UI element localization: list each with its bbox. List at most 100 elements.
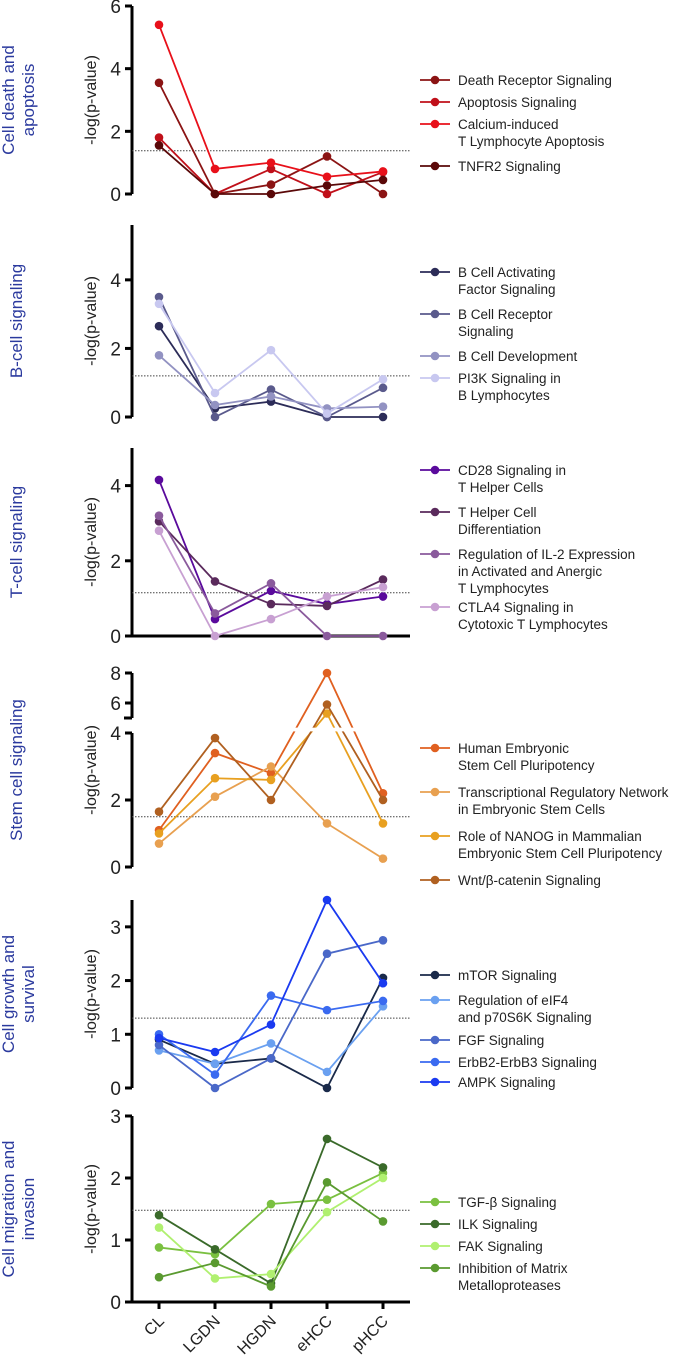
- legend-label-line: TNFR2 Signaling: [458, 159, 561, 174]
- legend-marker: [430, 161, 440, 171]
- legend-label: mTOR Signaling: [458, 968, 557, 983]
- legend-label-line: Regulation of IL-2 Expression: [458, 547, 635, 562]
- legend-label-line: Transcriptional Regulatory Network: [458, 785, 669, 800]
- legend-marker: [430, 351, 440, 361]
- legend-marker: [430, 267, 440, 277]
- data-point: [322, 668, 332, 678]
- axis-break-gap: [162, 727, 392, 732]
- panel-2: 0 2 4 -log(p-value) B-cell signaling B Cell A…: [7, 225, 578, 429]
- data-point: [378, 996, 388, 1006]
- data-point: [266, 614, 276, 624]
- legend-label: FAK Signaling: [458, 1239, 543, 1254]
- y-tick-label: 2: [110, 339, 121, 360]
- data-point: [322, 895, 332, 905]
- data-point: [322, 709, 332, 718]
- data-point: [266, 164, 276, 174]
- data-point: [322, 700, 332, 709]
- data-point: [322, 1207, 332, 1217]
- legend-label-line: CD28 Signaling in: [458, 463, 566, 478]
- panel-title-line: Cell death and: [0, 45, 18, 155]
- legend-marker: [430, 97, 440, 107]
- data-point: [378, 819, 388, 828]
- data-point: [210, 1274, 220, 1283]
- y-tick-label: 1: [110, 1231, 121, 1252]
- data-point: [154, 807, 164, 817]
- legend-label-line: FAK Signaling: [458, 1239, 543, 1254]
- data-point: [378, 374, 388, 384]
- series-line: [158, 671, 384, 831]
- legend-label: TNFR2 Signaling: [458, 159, 561, 174]
- y-tick-label: 3: [110, 918, 121, 939]
- panel-4: 0 2 4 6 8 -log(p-value) Stem cell signaling Hum…: [7, 664, 669, 888]
- data-point: [378, 631, 388, 641]
- legend-label-line: Wnt/β-catenin Signaling: [458, 873, 601, 888]
- series-line: [158, 1172, 384, 1256]
- series-line: [158, 1177, 384, 1280]
- legend-label: ILK Signaling: [458, 1217, 538, 1232]
- data-point: [210, 1070, 220, 1079]
- y-tick-label: 4: [110, 477, 121, 498]
- data-point: [210, 164, 220, 174]
- y-tick-label: 3: [110, 1107, 121, 1128]
- y-tick-label: 1: [110, 1025, 121, 1046]
- data-point: [154, 292, 164, 302]
- panel-title: B-cell signaling: [7, 264, 26, 378]
- legend-marker: [430, 875, 440, 885]
- legend-label-line: Signaling: [458, 324, 514, 339]
- data-point: [378, 795, 388, 805]
- data-point: [154, 1272, 164, 1282]
- data-point: [154, 20, 164, 30]
- panel-title-line: B-cell signaling: [7, 264, 26, 378]
- legend-label: B Cell Development: [458, 349, 578, 364]
- legend-marker: [430, 831, 440, 841]
- y-tick-label: 0: [110, 185, 121, 206]
- y-tick-label: 6: [110, 694, 121, 715]
- data-point: [322, 1005, 332, 1015]
- legend-label-line: Cytotoxic T Lymphocytes: [458, 617, 608, 632]
- data-point: [210, 1047, 220, 1057]
- data-point: [154, 526, 164, 536]
- legend-marker: [430, 1197, 440, 1207]
- y-axis-label: -log(p-value): [83, 497, 100, 587]
- x-tick-label: eHCC: [293, 1313, 336, 1356]
- series-line: [158, 24, 384, 178]
- series-line: [158, 939, 384, 1090]
- legend-label: Apoptosis Signaling: [458, 95, 577, 110]
- legend-label-line: Calcium-induced: [458, 117, 559, 132]
- data-point: [266, 599, 276, 609]
- legend-label: Transcriptional Regulatory Network in Emb…: [458, 785, 669, 817]
- data-point: [322, 189, 332, 199]
- data-point: [322, 631, 332, 641]
- data-point: [322, 949, 332, 959]
- legend-marker: [430, 549, 440, 559]
- data-point: [266, 586, 276, 596]
- data-point: [378, 189, 388, 199]
- legend-marker: [430, 1057, 440, 1067]
- legend-label: Wnt/β-catenin Signaling: [458, 873, 601, 888]
- data-point: [154, 1033, 164, 1043]
- data-point: [266, 1282, 276, 1291]
- legend-label-line: B Cell Receptor: [458, 307, 553, 322]
- data-point: [210, 631, 220, 641]
- legend-label-line: Differentiation: [458, 522, 541, 537]
- panel-3: 0 2 4 -log(p-value) T-cell signaling CD28 Sig…: [7, 448, 635, 648]
- data-point: [266, 775, 276, 785]
- data-point: [322, 1134, 332, 1144]
- legend-label-line: mTOR Signaling: [458, 968, 557, 983]
- legend-label-line: T Helper Cell: [458, 505, 537, 520]
- legend-label-line: FGF Signaling: [458, 1033, 544, 1048]
- panel-title-line: Stem cell signaling: [7, 699, 26, 841]
- data-point: [266, 158, 276, 167]
- legend-label-line: Role of NANOG in Mammalian: [458, 829, 642, 844]
- data-point: [378, 1173, 388, 1183]
- data-point: [378, 854, 388, 863]
- legend-label: Inhibition of Matrix Metalloproteases: [458, 1261, 568, 1293]
- data-point: [154, 133, 164, 142]
- y-tick-label: 0: [110, 1293, 121, 1314]
- legend-label-line: ILK Signaling: [458, 1217, 538, 1232]
- data-point: [378, 175, 388, 185]
- legend-marker: [430, 602, 440, 612]
- legend-marker: [430, 1035, 440, 1045]
- data-point: [266, 189, 276, 199]
- data-point: [266, 1054, 276, 1063]
